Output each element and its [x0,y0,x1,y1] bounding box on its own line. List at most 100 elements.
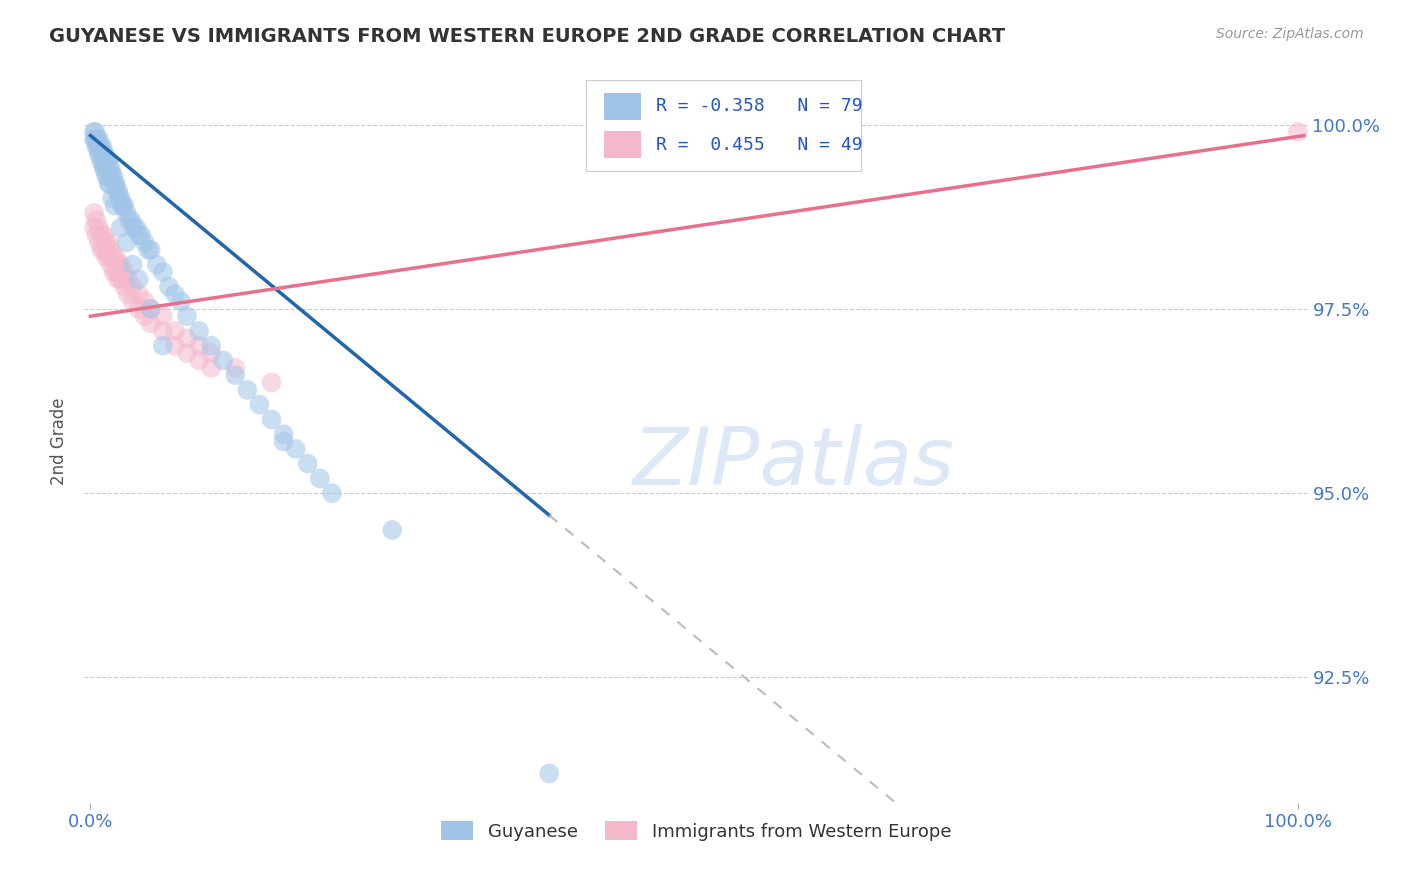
Point [107,184,129,198]
Point [91,139,114,153]
Point [134,235,156,250]
Point [139,243,162,257]
Point [105,184,128,198]
Point [200,339,222,353]
Point [212,353,235,368]
Point [236,383,259,397]
Point [321,486,343,500]
Point [101,191,124,205]
Point [97,235,120,250]
Point [87,220,110,235]
Point [93,161,115,176]
FancyBboxPatch shape [586,80,860,170]
Point [100,258,122,272]
Point [125,220,148,235]
Point [117,287,139,301]
Point [83,220,105,235]
Point [86,139,108,153]
Point [284,442,307,456]
Point [94,235,117,250]
FancyBboxPatch shape [605,131,641,158]
Point [163,287,186,301]
Point [89,139,111,153]
Point [224,368,246,383]
Point [107,272,129,286]
Point [103,199,125,213]
Point [101,169,124,183]
Point [128,272,150,286]
Point [97,154,120,169]
Point [117,272,139,286]
Point [104,250,127,264]
Point [104,265,127,279]
Point [249,398,271,412]
Point [128,301,150,316]
Point [86,139,108,153]
Text: R =  0.455   N = 49: R = 0.455 N = 49 [655,136,862,153]
Point [90,154,112,169]
Text: GUYANESE VS IMMIGRANTS FROM WESTERN EUROPE 2ND GRADE CORRELATION CHART: GUYANESE VS IMMIGRANTS FROM WESTERN EURO… [49,27,1005,45]
Point [200,360,222,375]
Point [94,147,117,161]
Point [120,213,142,227]
Point [128,287,150,301]
Point [273,427,295,442]
Point [538,766,561,780]
Point [90,228,112,243]
Point [163,324,186,338]
Point [84,132,107,146]
Point [170,294,193,309]
Point [103,265,125,279]
Point [1286,125,1309,139]
Point [87,132,110,146]
Point [103,169,125,183]
Point [90,139,112,153]
Point [111,199,134,213]
Point [97,250,120,264]
Point [112,279,135,293]
Point [139,317,162,331]
Point [188,353,211,368]
Text: Source: ZipAtlas.com: Source: ZipAtlas.com [1216,27,1364,41]
Point [94,161,117,176]
Point [96,154,118,169]
Point [200,346,222,360]
Point [100,243,122,257]
Point [111,199,134,213]
Point [146,258,169,272]
Point [90,243,112,257]
Point [93,243,115,257]
Point [108,191,131,205]
Point [103,250,125,264]
Point [89,147,111,161]
Point [100,161,122,176]
Point [139,301,162,316]
Point [273,434,295,449]
Point [139,301,162,316]
Point [128,228,150,243]
Point [297,457,319,471]
Point [138,243,160,257]
Point [129,228,152,243]
Point [176,331,198,345]
Legend: Guyanese, Immigrants from Western Europe: Guyanese, Immigrants from Western Europe [433,814,959,848]
Point [94,154,117,169]
Point [152,339,174,353]
Point [121,258,143,272]
Point [163,339,186,353]
Point [134,309,156,323]
Point [91,154,114,169]
Point [110,191,132,205]
Point [308,471,330,485]
Point [86,228,108,243]
Y-axis label: 2nd Grade: 2nd Grade [51,398,69,485]
Point [260,376,283,390]
Point [87,147,110,161]
Point [112,265,135,279]
Point [115,235,138,250]
Point [86,132,108,146]
Point [118,213,141,227]
Point [188,324,211,338]
Point [83,206,105,220]
Point [97,177,120,191]
